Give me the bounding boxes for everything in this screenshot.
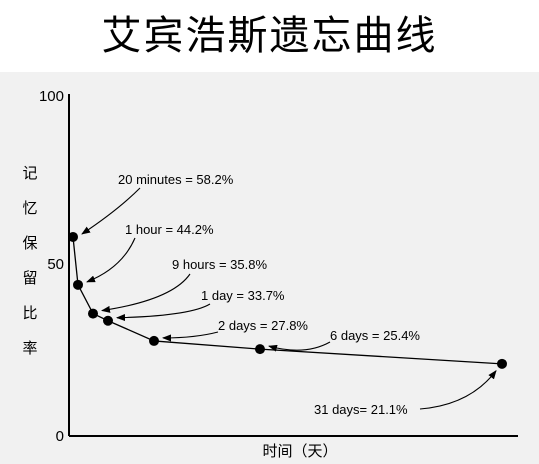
plot-background	[0, 72, 539, 464]
series-line	[72, 236, 503, 365]
data-point	[149, 335, 159, 346]
data-label: 6 days = 25.4%	[330, 328, 420, 343]
data-label: 1 day = 33.7%	[201, 288, 285, 303]
data-point	[255, 344, 265, 355]
data-point	[68, 231, 78, 242]
data-point	[103, 315, 113, 326]
annotation-arrows	[81, 187, 497, 410]
annotation-arrow	[419, 370, 497, 410]
annotation-arrow	[81, 187, 141, 235]
data-points	[68, 231, 507, 369]
chart-title: 艾宾浩斯遗忘曲线	[101, 13, 438, 59]
annotation-arrow	[116, 303, 211, 322]
annotation-arrow	[268, 341, 331, 352]
y-tick-label-0: 0	[56, 428, 64, 445]
annotation-arrow	[162, 331, 219, 342]
data-label: 20 minutes = 58.2%	[118, 172, 234, 187]
data-label: 2 days = 27.8%	[218, 318, 308, 333]
y-tick-label-50: 50	[47, 256, 64, 273]
data-label: 9 hours = 35.8%	[172, 257, 267, 272]
data-label: 31 days= 21.1%	[314, 402, 408, 417]
data-label: 1 hour = 44.2%	[125, 222, 214, 237]
annotation-arrow	[86, 237, 136, 283]
data-point	[73, 279, 83, 290]
y-axis-label: 记忆保留比率	[22, 164, 37, 357]
x-axis-label: 时间（天）	[262, 442, 337, 460]
data-point	[88, 308, 98, 319]
annotation-arrow	[101, 273, 191, 313]
data-point	[497, 358, 507, 369]
y-tick-label-100: 100	[39, 88, 64, 105]
data-labels: 20 minutes = 58.2% 1 hour = 44.2% 9 hours …	[118, 172, 420, 417]
